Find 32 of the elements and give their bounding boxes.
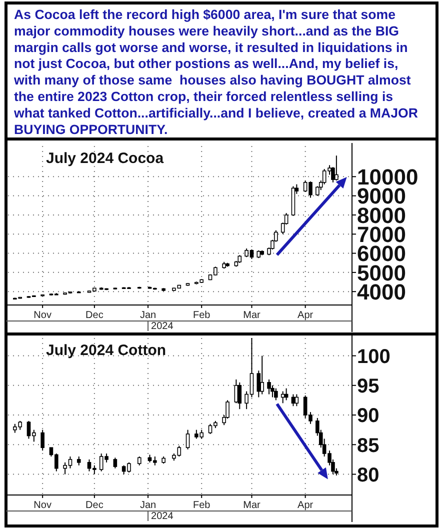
candlestick bbox=[274, 388, 278, 401]
y-tick-label: 80 bbox=[357, 464, 380, 486]
candlestick bbox=[294, 394, 299, 407]
candlestick bbox=[238, 382, 242, 410]
x-tick-label: Jan bbox=[140, 310, 156, 321]
x-tick-label: Nov bbox=[34, 310, 52, 321]
y-tick-label: 90 bbox=[357, 405, 380, 428]
chart-title: July 2024 Cotton bbox=[46, 342, 166, 359]
candlestick bbox=[267, 378, 271, 395]
candlestick bbox=[260, 355, 264, 395]
x-tick-label: Feb bbox=[192, 500, 211, 511]
candlestick bbox=[334, 155, 338, 181]
x-tick-label: Apr bbox=[298, 310, 314, 321]
y-tick-label: 85 bbox=[357, 434, 380, 457]
text: As Cocoa left the record high $6000 area, I'm sure that some major commodity houses were heavily short...and as the BIG margin calls got worse and worse, it resulted in liquidations in not just Cocoa, but other postions as well...And, my belief is, with many of those same houses also having BOUGHT almost the entire 2023 Cotton crop, their forced relentless selling is what tanked Cotton...artificially...and I believe, created a MAJOR BUYING OPPORTUNITY. bbox=[13, 7, 418, 137]
text: 2024 bbox=[151, 511, 174, 522]
x-tick-label: Feb bbox=[192, 310, 211, 321]
x-tick-label: Jan bbox=[140, 500, 156, 511]
x-tick-label: Dec bbox=[86, 500, 104, 511]
text: 2024 bbox=[151, 321, 174, 332]
candlestick bbox=[291, 394, 296, 407]
candlestick bbox=[40, 429, 44, 452]
candlestick bbox=[113, 457, 118, 469]
x-tick-label: Nov bbox=[34, 500, 52, 511]
x-tick-label: Apr bbox=[298, 500, 314, 511]
candlestick bbox=[186, 429, 190, 450]
x-tick-label: Mar bbox=[243, 500, 262, 511]
x-tick-label: Dec bbox=[86, 310, 104, 321]
chart-title: July 2024 Cocoa bbox=[46, 150, 164, 167]
y-tick-label: 100 bbox=[357, 346, 390, 368]
y-tick-label: 95 bbox=[357, 376, 380, 398]
x-tick-label: Mar bbox=[243, 310, 262, 321]
